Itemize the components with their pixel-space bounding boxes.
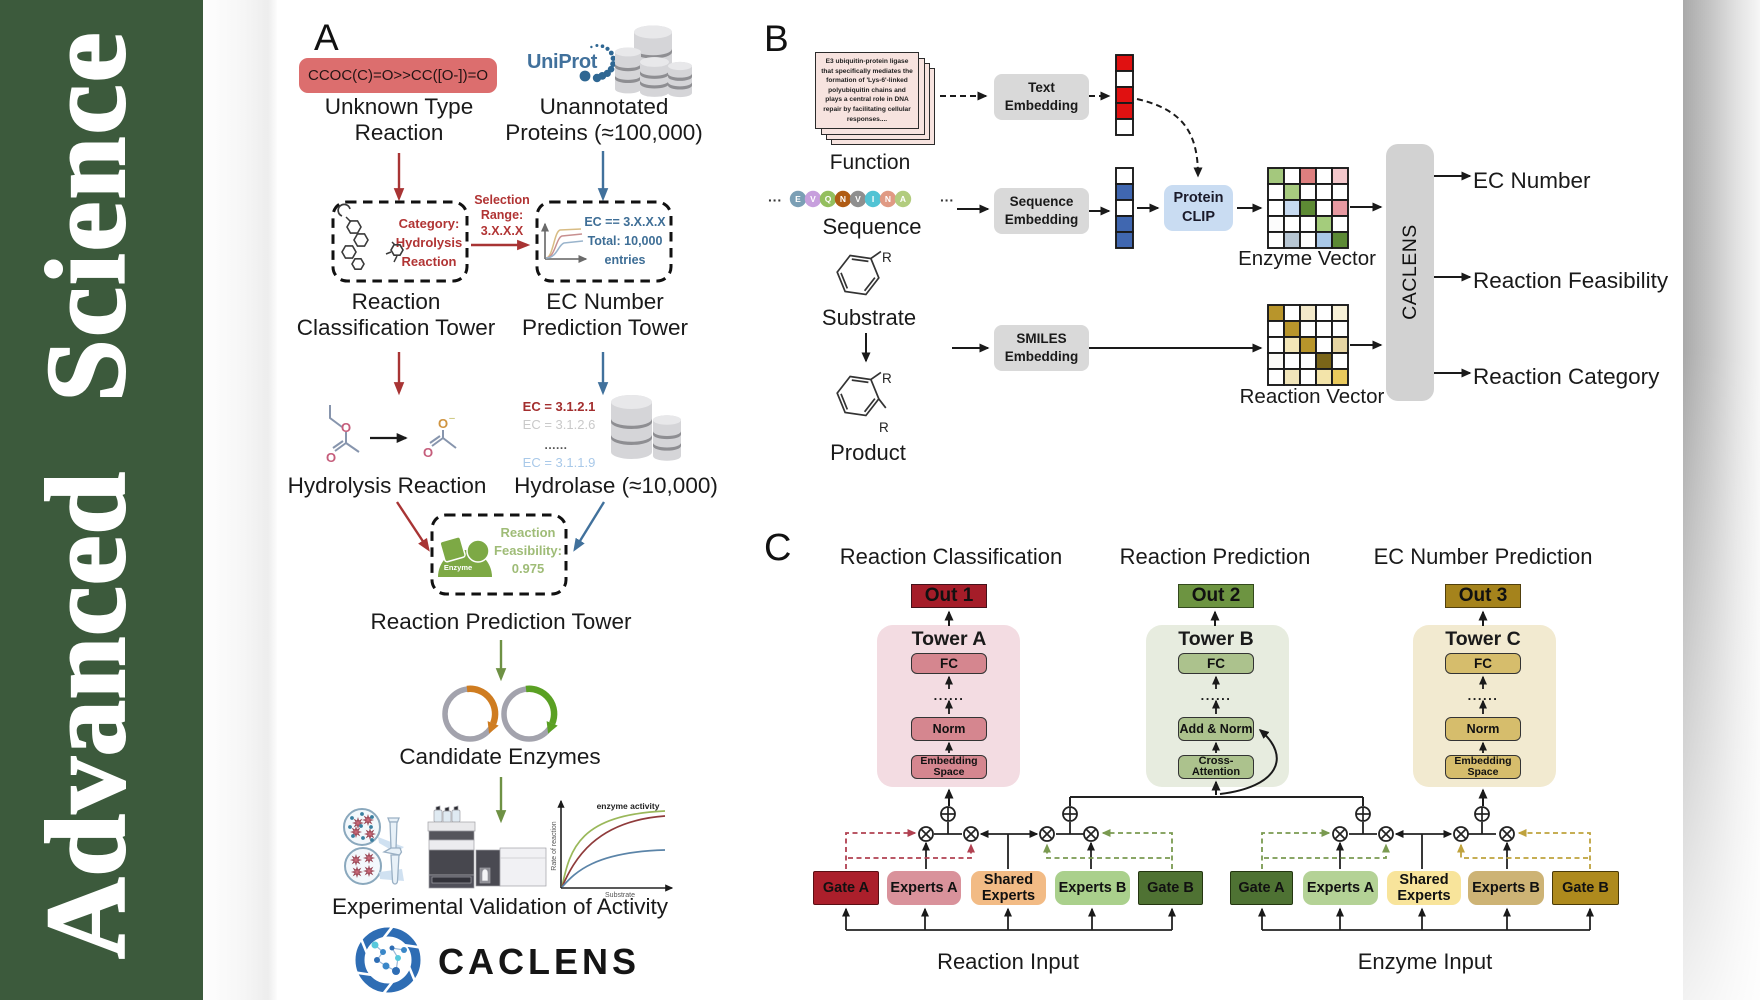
- svg-text:O: O: [341, 420, 351, 435]
- svg-text:R: R: [882, 250, 892, 265]
- svg-text:I: I: [872, 194, 874, 204]
- svg-text:O: O: [326, 450, 336, 465]
- svg-text:N: N: [885, 194, 891, 204]
- svg-text:N: N: [840, 194, 846, 204]
- svg-text:R: R: [879, 420, 889, 435]
- svg-text:–: –: [449, 413, 455, 424]
- svg-text:E: E: [795, 194, 801, 204]
- svg-text:V: V: [855, 194, 861, 204]
- svg-text:R: R: [882, 371, 892, 386]
- svg-text:Enzyme: Enzyme: [444, 563, 472, 572]
- svg-text:Rate of reaction: Rate of reaction: [551, 821, 558, 871]
- svg-text:O: O: [423, 445, 433, 460]
- svg-text:enzyme activity: enzyme activity: [597, 801, 660, 811]
- svg-text:V: V: [810, 194, 816, 204]
- svg-text:Substrate: Substrate: [605, 892, 635, 899]
- svg-text:A: A: [900, 194, 906, 204]
- svg-text:O: O: [438, 416, 448, 431]
- svg-text:Q: Q: [825, 194, 832, 204]
